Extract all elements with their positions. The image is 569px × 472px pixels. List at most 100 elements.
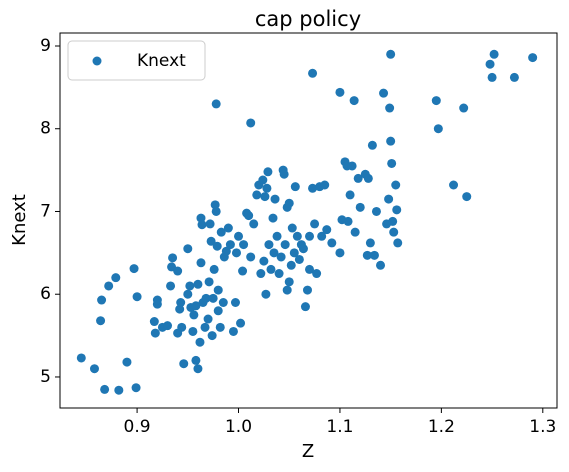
y-tick-label: 5	[40, 367, 51, 387]
point	[362, 250, 372, 260]
point	[206, 236, 216, 246]
point	[294, 254, 304, 264]
point	[173, 266, 183, 276]
point	[258, 175, 268, 185]
point	[252, 190, 262, 200]
point	[197, 220, 207, 230]
y-tick-label: 8	[40, 119, 51, 139]
point	[485, 59, 495, 69]
point	[266, 264, 276, 274]
legend-label: Knext	[137, 51, 186, 71]
point	[317, 231, 327, 241]
point	[249, 219, 259, 229]
point	[111, 273, 121, 283]
point	[236, 318, 246, 328]
point	[367, 140, 377, 150]
y-tick-label: 6	[40, 284, 51, 304]
point	[433, 124, 443, 134]
point	[379, 88, 389, 98]
x-tick-label: 1.2	[428, 417, 455, 437]
point	[308, 68, 318, 78]
point	[350, 227, 360, 237]
point	[89, 364, 99, 374]
point	[122, 357, 132, 367]
point	[96, 316, 106, 326]
point	[203, 314, 213, 324]
point	[270, 194, 280, 204]
point	[100, 384, 110, 394]
point	[132, 292, 142, 302]
point	[259, 256, 269, 266]
legend-box	[67, 40, 206, 81]
point	[211, 99, 221, 109]
point	[246, 118, 256, 128]
point	[389, 227, 399, 237]
point	[308, 183, 318, 193]
point	[355, 202, 365, 212]
point	[175, 304, 185, 314]
point	[320, 180, 330, 190]
point	[256, 269, 266, 279]
point	[284, 277, 294, 287]
point	[208, 293, 218, 303]
point	[211, 206, 221, 216]
point	[230, 298, 240, 308]
point	[205, 219, 215, 229]
x-tick-label: 0.9	[124, 417, 151, 437]
point	[335, 248, 345, 258]
point	[221, 246, 231, 256]
point	[310, 219, 320, 229]
point	[312, 269, 322, 279]
point	[193, 364, 203, 374]
point	[280, 240, 290, 250]
point	[209, 264, 219, 274]
point	[239, 240, 249, 250]
point	[302, 285, 312, 295]
point	[345, 190, 355, 200]
point	[204, 277, 214, 287]
point	[305, 231, 315, 241]
point	[183, 244, 193, 254]
point	[292, 231, 302, 241]
y-tick-label: 9	[40, 36, 51, 56]
point	[188, 326, 198, 336]
point	[386, 136, 396, 146]
point	[388, 216, 398, 226]
plot-frame	[59, 32, 558, 409]
point	[371, 206, 381, 216]
y-axis-label: Knext	[9, 194, 30, 246]
point	[393, 238, 403, 248]
point	[185, 281, 195, 291]
point	[225, 240, 235, 250]
point	[322, 225, 332, 235]
point	[462, 192, 472, 202]
point	[365, 238, 375, 248]
point	[163, 321, 173, 331]
point	[234, 231, 244, 241]
point	[343, 216, 353, 226]
point	[509, 72, 519, 82]
point	[177, 322, 187, 332]
point	[459, 103, 469, 113]
point	[213, 285, 223, 295]
point	[260, 192, 270, 202]
point	[269, 248, 279, 258]
point	[528, 53, 538, 63]
point	[131, 383, 141, 393]
x-tick-label: 1.3	[529, 417, 556, 437]
point	[179, 359, 189, 369]
point	[487, 72, 497, 82]
point	[207, 331, 217, 341]
point	[449, 180, 459, 190]
point	[246, 252, 256, 262]
point	[152, 295, 162, 305]
point	[347, 161, 357, 171]
point	[223, 223, 233, 233]
point	[392, 205, 402, 215]
point	[129, 264, 139, 274]
point	[431, 96, 441, 106]
point	[114, 385, 124, 395]
point	[327, 238, 337, 248]
point	[216, 227, 226, 237]
point	[196, 213, 206, 223]
